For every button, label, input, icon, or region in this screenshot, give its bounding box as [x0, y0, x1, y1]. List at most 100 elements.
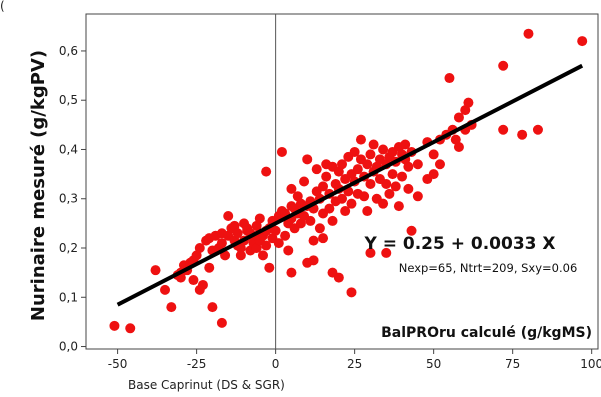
data-point: [381, 178, 392, 189]
data-point: [362, 159, 373, 170]
data-point: [337, 193, 347, 204]
data-points: [109, 28, 588, 334]
x-tick-label: 75: [505, 357, 520, 371]
data-point: [453, 112, 464, 123]
data-point: [346, 287, 357, 298]
data-point: [498, 60, 509, 71]
data-point: [406, 225, 417, 236]
data-point: [216, 238, 227, 249]
data-point: [286, 183, 297, 194]
data-point: [223, 210, 234, 221]
data-point: [384, 188, 395, 199]
data-point: [188, 275, 199, 286]
data-point: [434, 159, 445, 170]
data-point: [261, 240, 272, 251]
data-point: [444, 73, 455, 84]
x-tick-label: 50: [426, 357, 441, 371]
data-point: [428, 169, 439, 180]
x-axis-ticks: -50 -25 0 25 50 75 100: [108, 349, 601, 371]
data-point: [194, 243, 205, 254]
data-point: [276, 146, 287, 157]
data-point: [412, 159, 423, 170]
data-point: [235, 250, 246, 261]
x-tick-label: 0: [272, 357, 280, 371]
y-tick-label: 0,6: [59, 44, 78, 58]
data-point: [381, 247, 392, 258]
data-point: [216, 317, 227, 328]
x-tick-label: -50: [108, 357, 128, 371]
y-axis-ticks: 0,0 0,1 0,2 0,3 0,4 0,5 0,6: [59, 44, 86, 354]
data-point: [378, 198, 389, 209]
data-point: [577, 36, 588, 47]
data-point: [365, 149, 376, 160]
data-point: [463, 97, 474, 108]
x-tick-label: -25: [187, 357, 207, 371]
data-point: [333, 272, 344, 283]
data-point: [523, 28, 534, 39]
data-point: [308, 235, 319, 246]
data-point: [321, 171, 332, 182]
data-point: [428, 149, 439, 160]
data-point: [302, 154, 313, 165]
data-point: [273, 238, 284, 249]
data-point: [498, 124, 509, 135]
data-point: [160, 284, 171, 295]
data-point: [337, 159, 347, 170]
y-tick-label: 0,0: [59, 340, 78, 354]
y-tick-label: 0,2: [59, 241, 78, 255]
data-point: [207, 302, 218, 313]
y-tick-label: 0,1: [59, 290, 78, 304]
data-point: [286, 267, 297, 278]
y-tick-label: 0,3: [59, 192, 78, 206]
data-point: [264, 262, 275, 273]
data-point: [403, 183, 414, 194]
data-point: [327, 215, 338, 226]
x-tick-label: 25: [347, 357, 362, 371]
data-point: [299, 176, 310, 187]
data-point: [318, 233, 329, 244]
data-point: [232, 228, 243, 239]
data-point: [393, 201, 404, 212]
data-point: [166, 302, 177, 313]
regression-line: [116, 63, 584, 307]
y-axis-label: Nurinaire mesuré (g/kgPV): [28, 50, 49, 321]
data-point: [125, 323, 136, 334]
data-point: [359, 191, 370, 202]
regression-stats: Nexp=65, Ntrt=209, Sxy=0.06: [399, 261, 578, 275]
data-point: [305, 215, 316, 226]
data-point: [368, 139, 379, 150]
data-point: [283, 245, 294, 256]
data-point: [254, 213, 265, 224]
data-point: [400, 139, 411, 150]
top-text-fragment: (: [0, 0, 5, 13]
data-point: [378, 144, 389, 155]
x-axis-label: BalPROru calculé (g/kgMS): [381, 325, 592, 341]
data-point: [532, 124, 543, 135]
data-point: [397, 171, 408, 182]
y-tick-label: 0,4: [59, 142, 78, 156]
data-point: [453, 142, 464, 153]
x-tick-label: 100: [580, 357, 601, 371]
data-point: [390, 181, 401, 192]
data-point: [261, 166, 272, 177]
data-point: [150, 265, 161, 276]
data-point: [270, 225, 281, 236]
data-point: [204, 262, 215, 273]
data-point: [280, 230, 291, 241]
data-point: [308, 255, 319, 266]
data-point: [109, 320, 120, 331]
data-point: [349, 146, 360, 157]
y-tick-label: 0,5: [59, 93, 78, 107]
data-point: [314, 223, 325, 234]
data-point: [197, 279, 208, 290]
data-point: [365, 178, 376, 189]
data-point: [324, 203, 335, 214]
data-point: [340, 206, 351, 217]
data-point: [346, 198, 357, 209]
data-point: [403, 161, 414, 172]
data-point: [362, 206, 373, 217]
data-point: [412, 191, 423, 202]
data-point: [318, 181, 329, 192]
data-point: [365, 247, 376, 258]
